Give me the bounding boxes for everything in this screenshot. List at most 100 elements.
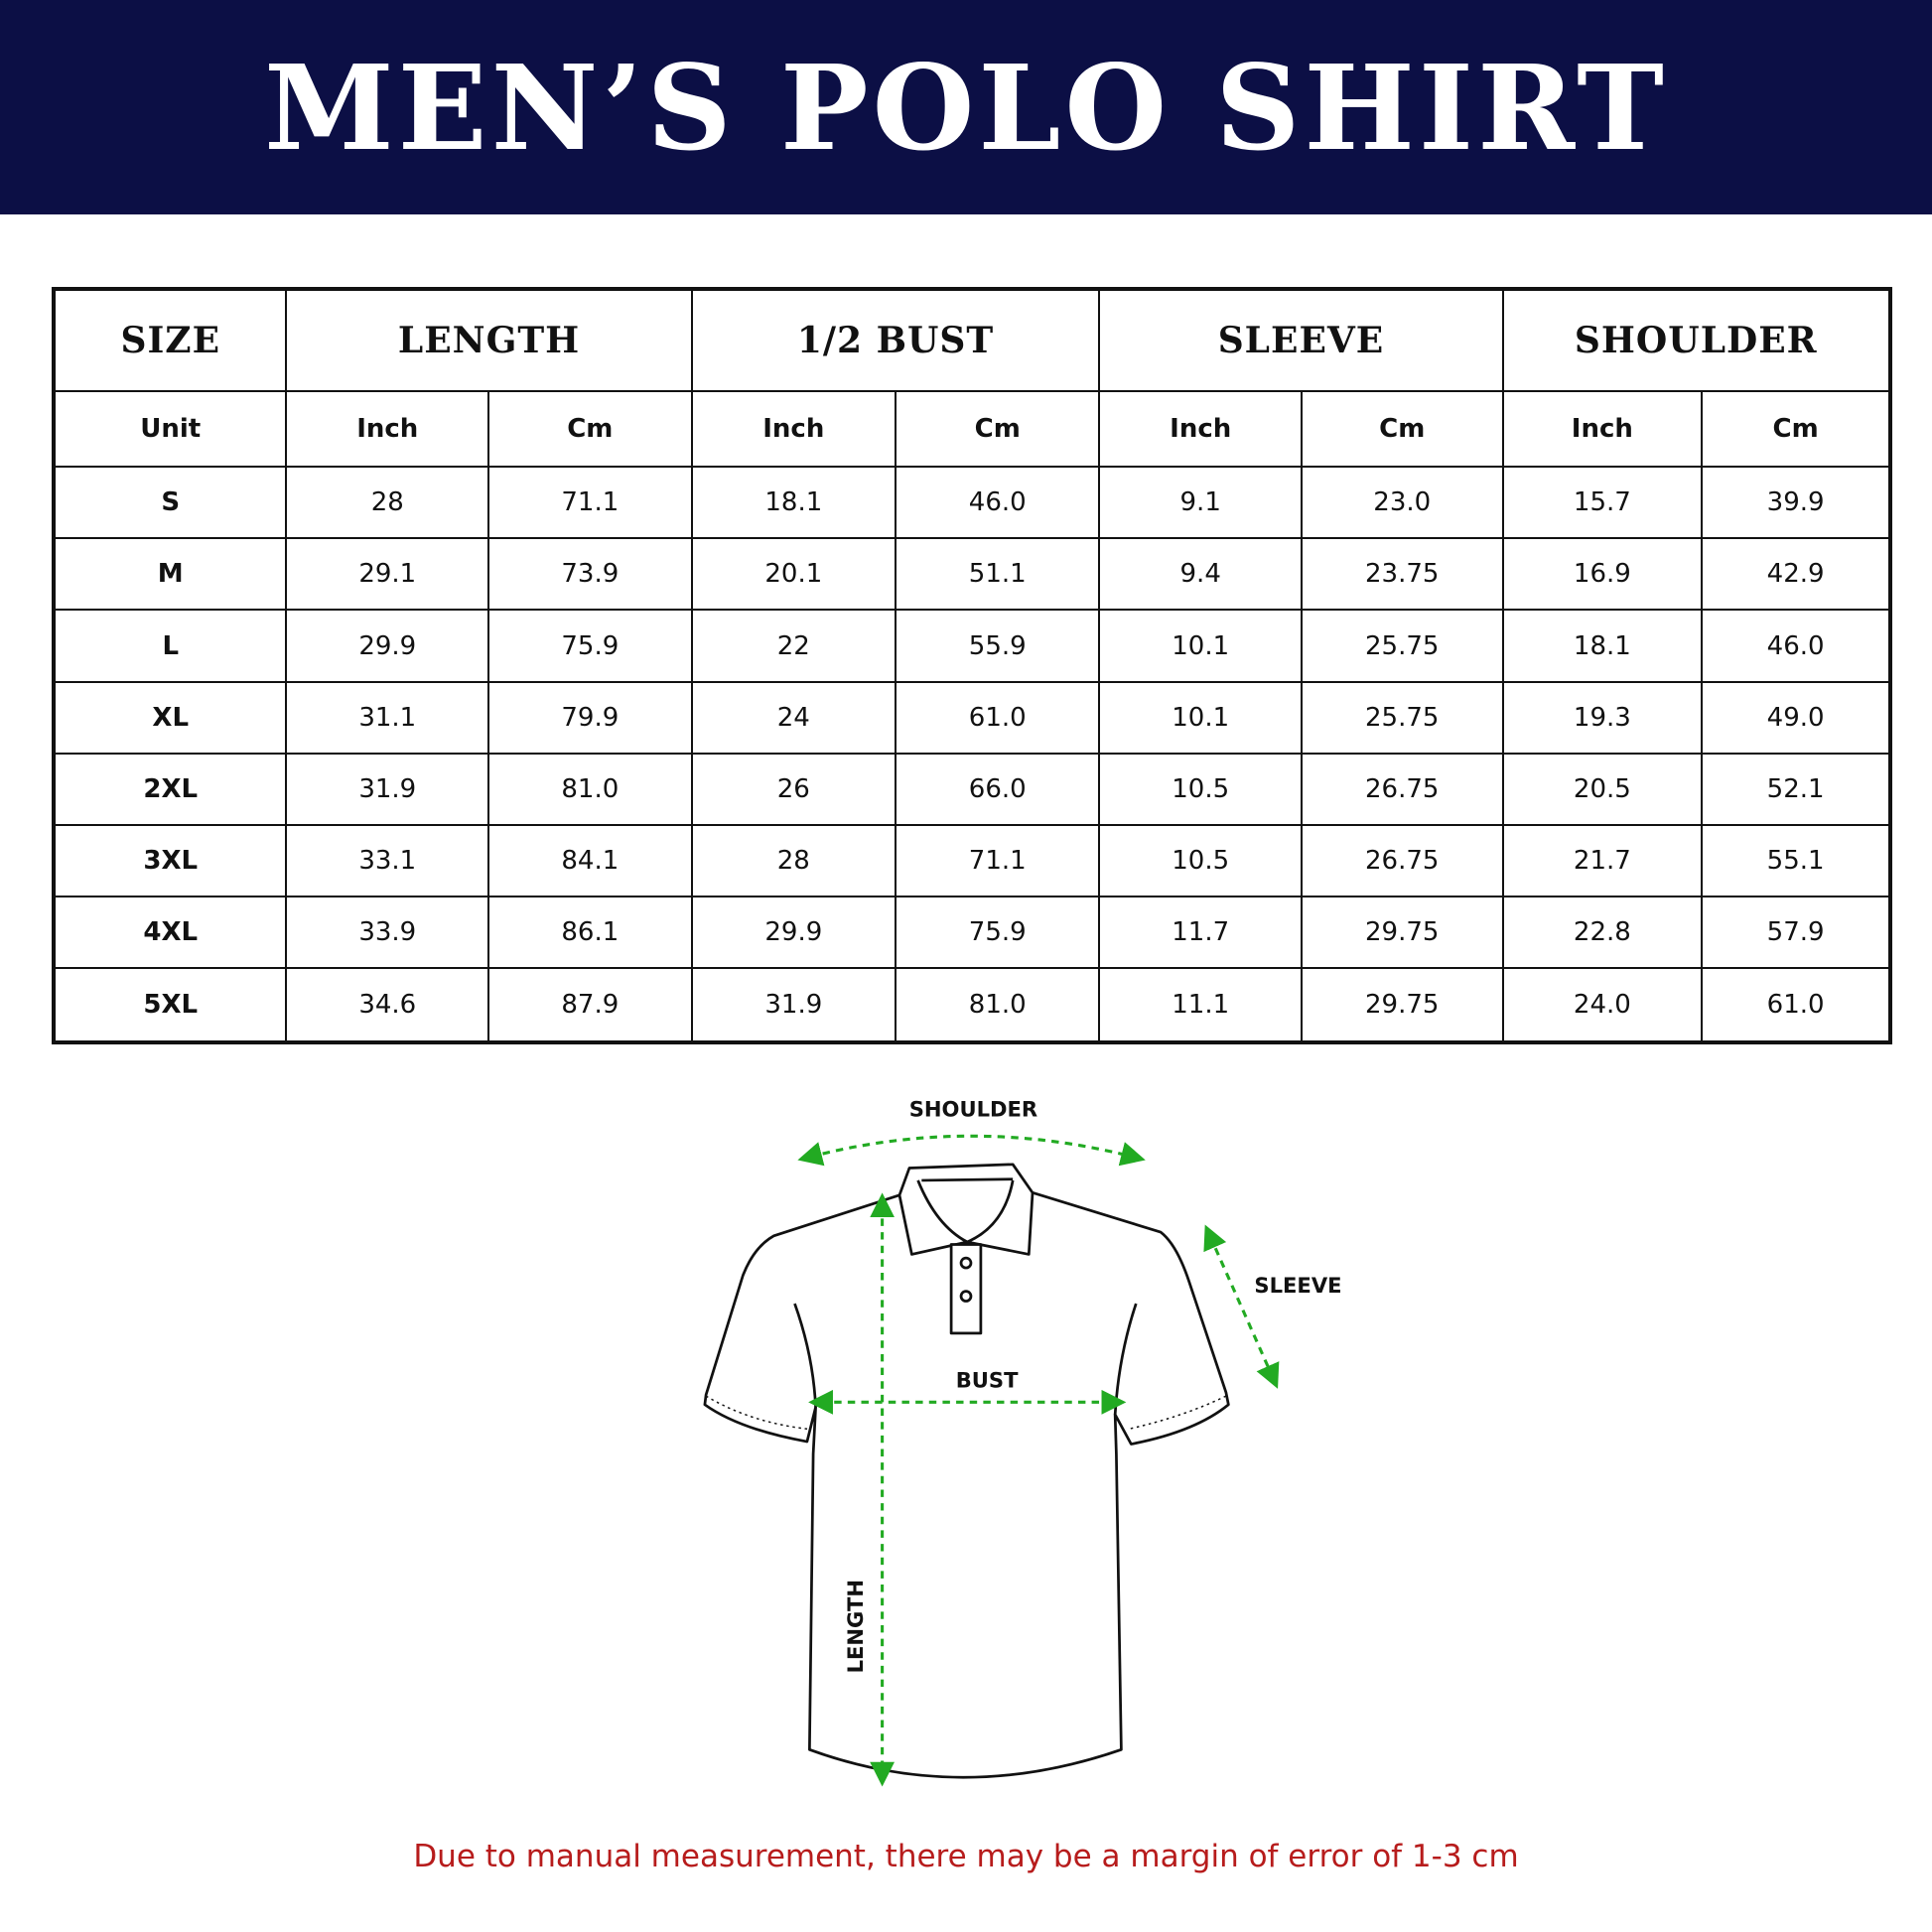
- table-row: 2XL 31.9 81.0 26 66.0 10.5 26.75 20.5 52.1: [52, 752, 1891, 827]
- value-cell: 61.0: [1701, 967, 1891, 1043]
- unit-cell: Inch: [285, 390, 490, 468]
- value-cell: 39.9: [1701, 465, 1891, 540]
- value-cell: 10.5: [1098, 752, 1303, 827]
- value-cell: 16.9: [1501, 537, 1704, 612]
- value-cell: 75.9: [487, 609, 693, 683]
- unit-label: Unit: [52, 390, 288, 468]
- size-cell: L: [52, 609, 288, 683]
- value-cell: 18.1: [1501, 609, 1704, 683]
- value-cell: 46.0: [895, 465, 1101, 540]
- value-cell: 29.9: [690, 896, 897, 970]
- value-cell: 10.5: [1098, 824, 1303, 898]
- value-cell: 23.75: [1300, 537, 1504, 612]
- table-row: S 28 71.1 18.1 46.0 9.1 23.0 15.7 39.9: [52, 465, 1891, 540]
- value-cell: 11.1: [1098, 967, 1303, 1043]
- unit-cell: Inch: [1501, 390, 1704, 468]
- value-cell: 18.1: [690, 465, 897, 540]
- value-cell: 49.0: [1701, 680, 1891, 755]
- value-cell: 21.7: [1501, 824, 1704, 898]
- value-cell: 10.1: [1098, 609, 1303, 683]
- value-cell: 22.8: [1501, 896, 1704, 970]
- shoulder-arrow: [797, 1134, 1146, 1167]
- value-cell: 87.9: [487, 967, 693, 1043]
- value-cell: 52.1: [1701, 752, 1891, 827]
- unit-cell: Inch: [1098, 390, 1303, 468]
- value-cell: 75.9: [895, 896, 1101, 970]
- table-row: L 29.9 75.9 22 55.9 10.1 25.75 18.1 46.0: [52, 609, 1891, 683]
- table-row: 3XL 33.1 84.1 28 71.1 10.5 26.75 21.7 55.1: [52, 824, 1891, 898]
- value-cell: 24: [690, 680, 897, 755]
- value-cell: 26.75: [1300, 752, 1504, 827]
- table-row: XL 31.1 79.9 24 61.0 10.1 25.75 19.3 49.0: [52, 680, 1891, 755]
- value-cell: 29.75: [1300, 896, 1504, 970]
- value-cell: 33.1: [285, 824, 490, 898]
- table-row: M 29.1 73.9 20.1 51.1 9.4 23.75 16.9 42.9: [52, 537, 1891, 612]
- value-cell: 73.9: [487, 537, 693, 612]
- value-cell: 46.0: [1701, 609, 1891, 683]
- value-cell: 61.0: [895, 680, 1101, 755]
- value-cell: 86.1: [487, 896, 693, 970]
- header-sleeve: SLEEVE: [1098, 288, 1504, 392]
- unit-cell: Cm: [1701, 390, 1891, 468]
- unit-cell: Cm: [895, 390, 1101, 468]
- header-size: SIZE: [52, 288, 288, 392]
- value-cell: 24.0: [1501, 967, 1704, 1043]
- page-title: MEN’S POLO SHIRT: [264, 38, 1668, 177]
- value-cell: 81.0: [487, 752, 693, 827]
- title-banner: MEN’S POLO SHIRT: [0, 0, 1932, 214]
- unit-cell: Inch: [690, 390, 897, 468]
- value-cell: 25.75: [1300, 609, 1504, 683]
- value-cell: 84.1: [487, 824, 693, 898]
- value-cell: 25.75: [1300, 680, 1504, 755]
- value-cell: 9.1: [1098, 465, 1303, 540]
- value-cell: 55.1: [1701, 824, 1891, 898]
- value-cell: 28: [690, 824, 897, 898]
- value-cell: 11.7: [1098, 896, 1303, 970]
- value-cell: 55.9: [895, 609, 1101, 683]
- value-cell: 29.1: [285, 537, 490, 612]
- group-header-row: SIZE LENGTH 1/2 BUST SLEEVE SHOULDER: [52, 288, 1891, 392]
- value-cell: 10.1: [1098, 680, 1303, 755]
- value-cell: 20.5: [1501, 752, 1704, 827]
- value-cell: 20.1: [690, 537, 897, 612]
- value-cell: 29.9: [285, 609, 490, 683]
- value-cell: 33.9: [285, 896, 490, 970]
- bust-label: BUST: [956, 1367, 1019, 1392]
- header-shoulder: SHOULDER: [1501, 288, 1891, 392]
- value-cell: 31.9: [285, 752, 490, 827]
- size-cell: 2XL: [52, 752, 288, 827]
- size-cell: XL: [52, 680, 288, 755]
- unit-row: Unit Inch Cm Inch Cm Inch Cm Inch Cm: [52, 390, 1891, 468]
- size-cell: M: [52, 537, 288, 612]
- value-cell: 71.1: [895, 824, 1101, 898]
- value-cell: 26.75: [1300, 824, 1504, 898]
- value-cell: 51.1: [895, 537, 1101, 612]
- value-cell: 66.0: [895, 752, 1101, 827]
- value-cell: 34.6: [285, 967, 490, 1043]
- value-cell: 23.0: [1300, 465, 1504, 540]
- shirt-outline: [703, 1163, 1230, 1779]
- value-cell: 42.9: [1701, 537, 1891, 612]
- value-cell: 71.1: [487, 465, 693, 540]
- length-label: LENGTH: [843, 1580, 868, 1673]
- table-body: S 28 71.1 18.1 46.0 9.1 23.0 15.7 39.9 M 29.1 73.9 2…: [52, 465, 1891, 1043]
- value-cell: 31.1: [285, 680, 490, 755]
- table-row: 5XL 34.6 87.9 31.9 81.0 11.1 29.75 24.0 61.0: [52, 967, 1891, 1043]
- value-cell: 22: [690, 609, 897, 683]
- value-cell: 81.0: [895, 967, 1101, 1043]
- value-cell: 15.7: [1501, 465, 1704, 540]
- size-cell: 4XL: [52, 896, 288, 970]
- size-cell: S: [52, 465, 288, 540]
- table-row: 4XL 33.9 86.1 29.9 75.9 11.7 29.75 22.8 57.9: [52, 896, 1891, 970]
- measurement-note: Due to manual measurement, there may be …: [413, 1839, 1519, 1874]
- unit-cell: Cm: [487, 390, 693, 468]
- header-bust: 1/2 BUST: [690, 288, 1101, 392]
- value-cell: 29.75: [1300, 967, 1504, 1043]
- value-cell: 31.9: [690, 967, 897, 1043]
- value-cell: 79.9: [487, 680, 693, 755]
- value-cell: 28: [285, 465, 490, 540]
- value-cell: 9.4: [1098, 537, 1303, 612]
- shoulder-label: SHOULDER: [909, 1096, 1037, 1121]
- unit-cell: Cm: [1300, 390, 1504, 468]
- value-cell: 26: [690, 752, 897, 827]
